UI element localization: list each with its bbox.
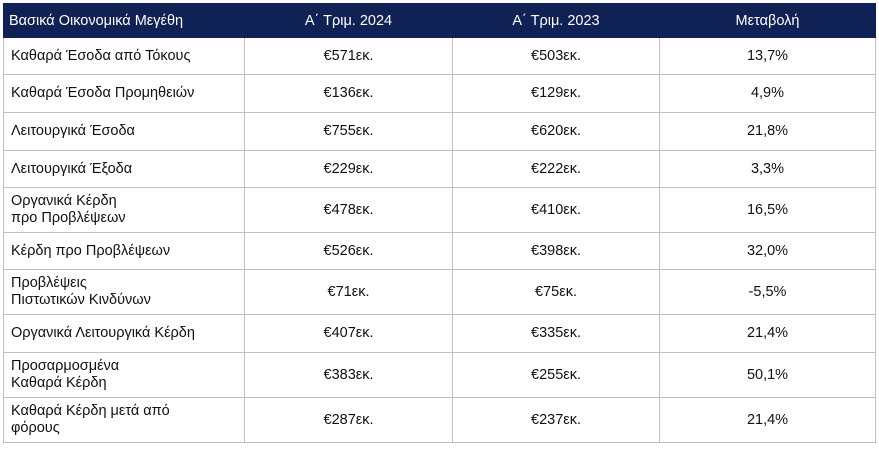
value-q1-2024: €287εκ. <box>244 397 453 443</box>
value-q1-2023: €222εκ. <box>452 150 660 188</box>
table-row: Προσαρμοσμένα Καθαρά Κέρδη €383εκ. €255εκ… <box>3 352 876 398</box>
table-row: Καθαρά Έσοδα από Τόκους €571εκ. €503εκ. … <box>3 37 876 75</box>
table-row: Καθαρά Έσοδα Προμηθειών €136εκ. €129εκ. … <box>3 74 876 113</box>
value-q1-2024: €407εκ. <box>244 314 453 353</box>
header-change: Μεταβολή <box>659 3 876 38</box>
value-q1-2024: €383εκ. <box>244 352 453 398</box>
value-q1-2024: €136εκ. <box>244 74 453 113</box>
row-label: Προβλέψεις Πιστωτικών Κινδύνων <box>3 269 245 315</box>
row-label: Οργανικά Λειτουργικά Κέρδη <box>3 314 245 353</box>
table-row: Προβλέψεις Πιστωτικών Κινδύνων €71εκ. €75… <box>3 269 876 315</box>
value-q1-2023: €129εκ. <box>452 74 660 113</box>
value-q1-2023: €75εκ. <box>452 269 660 315</box>
row-label: Οργανικά Κέρδη προ Προβλέψεων <box>3 187 245 233</box>
value-q1-2024: €571εκ. <box>244 37 453 75</box>
header-q1-2024: Α΄ Τριμ. 2024 <box>244 3 453 38</box>
value-change: 3,3% <box>659 150 876 188</box>
value-q1-2024: €755εκ. <box>244 112 453 151</box>
table-header-row: Βασικά Οικονομικά Μεγέθη Α΄ Τριμ. 2024 Α… <box>3 3 876 38</box>
value-q1-2023: €398εκ. <box>452 232 660 270</box>
value-q1-2024: €229εκ. <box>244 150 453 188</box>
value-change: 21,4% <box>659 314 876 353</box>
row-label: Καθαρά Έσοδα από Τόκους <box>3 37 245 75</box>
row-label: Λειτουργικά Έσοδα <box>3 112 245 151</box>
table-row: Κέρδη προ Προβλέψεων €526εκ. €398εκ. 32,… <box>3 232 876 270</box>
header-key-figures: Βασικά Οικονομικά Μεγέθη <box>3 3 245 38</box>
value-q1-2023: €255εκ. <box>452 352 660 398</box>
table-row: Οργανικά Λειτουργικά Κέρδη €407εκ. €335ε… <box>3 314 876 353</box>
table-row: Λειτουργικά Έσοδα €755εκ. €620εκ. 21,8% <box>3 112 876 151</box>
row-label: Προσαρμοσμένα Καθαρά Κέρδη <box>3 352 245 398</box>
value-q1-2023: €335εκ. <box>452 314 660 353</box>
value-change: 32,0% <box>659 232 876 270</box>
value-change: -5,5% <box>659 269 876 315</box>
table-row: Λειτουργικά Έξοδα €229εκ. €222εκ. 3,3% <box>3 150 876 188</box>
row-label: Καθαρά Έσοδα Προμηθειών <box>3 74 245 113</box>
header-q1-2023: Α΄ Τριμ. 2023 <box>452 3 660 38</box>
row-label: Λειτουργικά Έξοδα <box>3 150 245 188</box>
value-change: 16,5% <box>659 187 876 233</box>
value-change: 21,8% <box>659 112 876 151</box>
value-q1-2023: €410εκ. <box>452 187 660 233</box>
table-row: Οργανικά Κέρδη προ Προβλέψεων €478εκ. €41… <box>3 187 876 233</box>
row-label: Καθαρά Κέρδη μετά από φόρους <box>3 397 245 443</box>
value-change: 4,9% <box>659 74 876 113</box>
value-q1-2023: €620εκ. <box>452 112 660 151</box>
value-q1-2023: €237εκ. <box>452 397 660 443</box>
value-q1-2024: €526εκ. <box>244 232 453 270</box>
financial-results-table: Βασικά Οικονομικά Μεγέθη Α΄ Τριμ. 2024 Α… <box>3 3 876 443</box>
value-q1-2023: €503εκ. <box>452 37 660 75</box>
value-q1-2024: €478εκ. <box>244 187 453 233</box>
value-change: 13,7% <box>659 37 876 75</box>
value-q1-2024: €71εκ. <box>244 269 453 315</box>
value-change: 50,1% <box>659 352 876 398</box>
row-label: Κέρδη προ Προβλέψεων <box>3 232 245 270</box>
table-row: Καθαρά Κέρδη μετά από φόρους €287εκ. €237… <box>3 397 876 443</box>
financial-table-container: Βασικά Οικονομικά Μεγέθη Α΄ Τριμ. 2024 Α… <box>3 3 876 443</box>
value-change: 21,4% <box>659 397 876 443</box>
